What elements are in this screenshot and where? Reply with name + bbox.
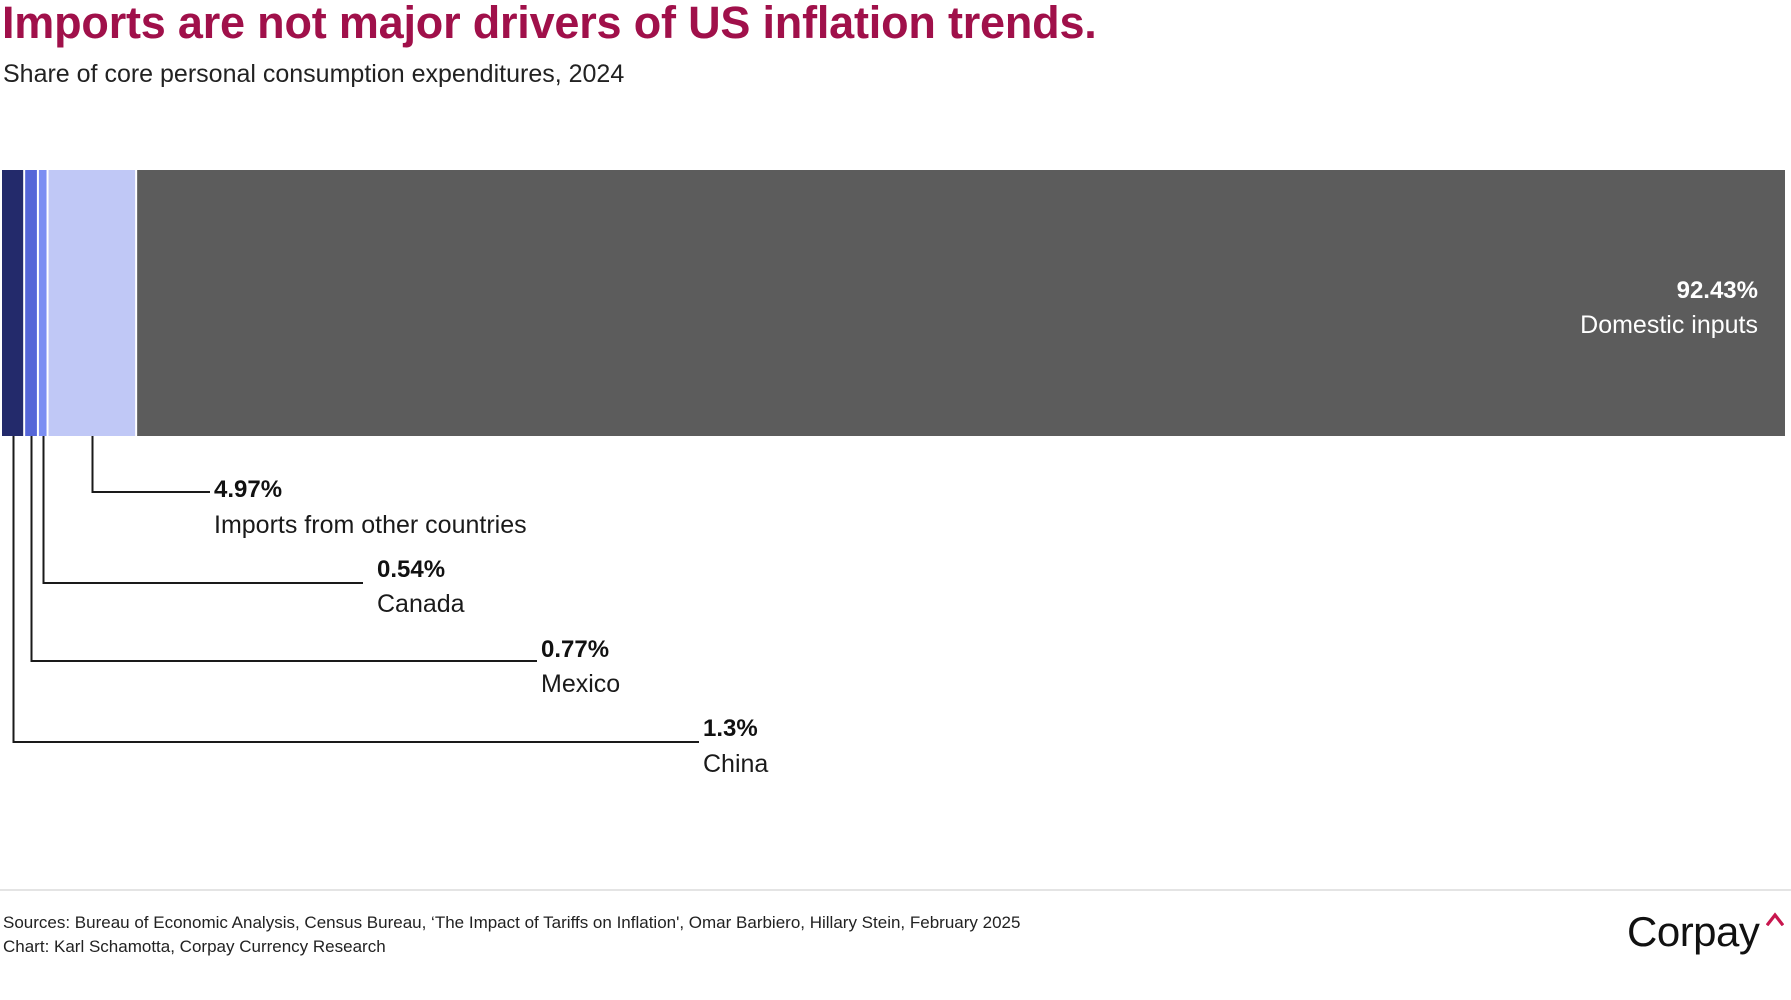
chart-title: Imports are not major drivers of US infl…	[2, 0, 1097, 48]
data-label-value: 0.54%	[377, 556, 445, 583]
callout-leader-line	[30, 436, 537, 662]
data-label-name: Imports from other countries	[214, 511, 527, 539]
chart-subtitle: Share of core personal consumption expen…	[3, 60, 625, 88]
footer-divider	[0, 889, 1791, 891]
sources-note: Sources: Bureau of Economic Analysis, Ce…	[3, 913, 1021, 932]
data-label-name: Domestic inputs	[1580, 311, 1758, 339]
callout-leader-line	[91, 436, 210, 493]
data-label-value: 0.77%	[541, 636, 609, 663]
bar-segment-canada	[38, 170, 47, 436]
chart-credit: Chart: Karl Schamotta, Corpay Currency R…	[3, 937, 386, 956]
bar-segment-mexico	[25, 170, 37, 436]
corpay-logo: Corpay	[1627, 908, 1760, 955]
data-label-value: 92.43%	[1677, 277, 1758, 304]
logo-caret-icon	[1766, 912, 1784, 926]
bar-segment-imports-from-other-countries	[48, 170, 136, 436]
callout-leader-line	[12, 436, 699, 743]
data-label-name: China	[703, 750, 768, 778]
bar-segment-domestic-inputs	[137, 170, 1786, 436]
data-label-name: Mexico	[541, 670, 620, 698]
data-label-value: 1.3%	[703, 715, 758, 742]
callout-leader-line	[42, 436, 363, 584]
stacked-bar-chart: 1.3% China 0.77% Mexico 0.54% Canada 4.97% Impo…	[2, 170, 1786, 778]
data-label-value: 4.97%	[214, 476, 282, 503]
data-label-name: Canada	[377, 590, 465, 618]
bar-segment-china	[2, 170, 24, 436]
